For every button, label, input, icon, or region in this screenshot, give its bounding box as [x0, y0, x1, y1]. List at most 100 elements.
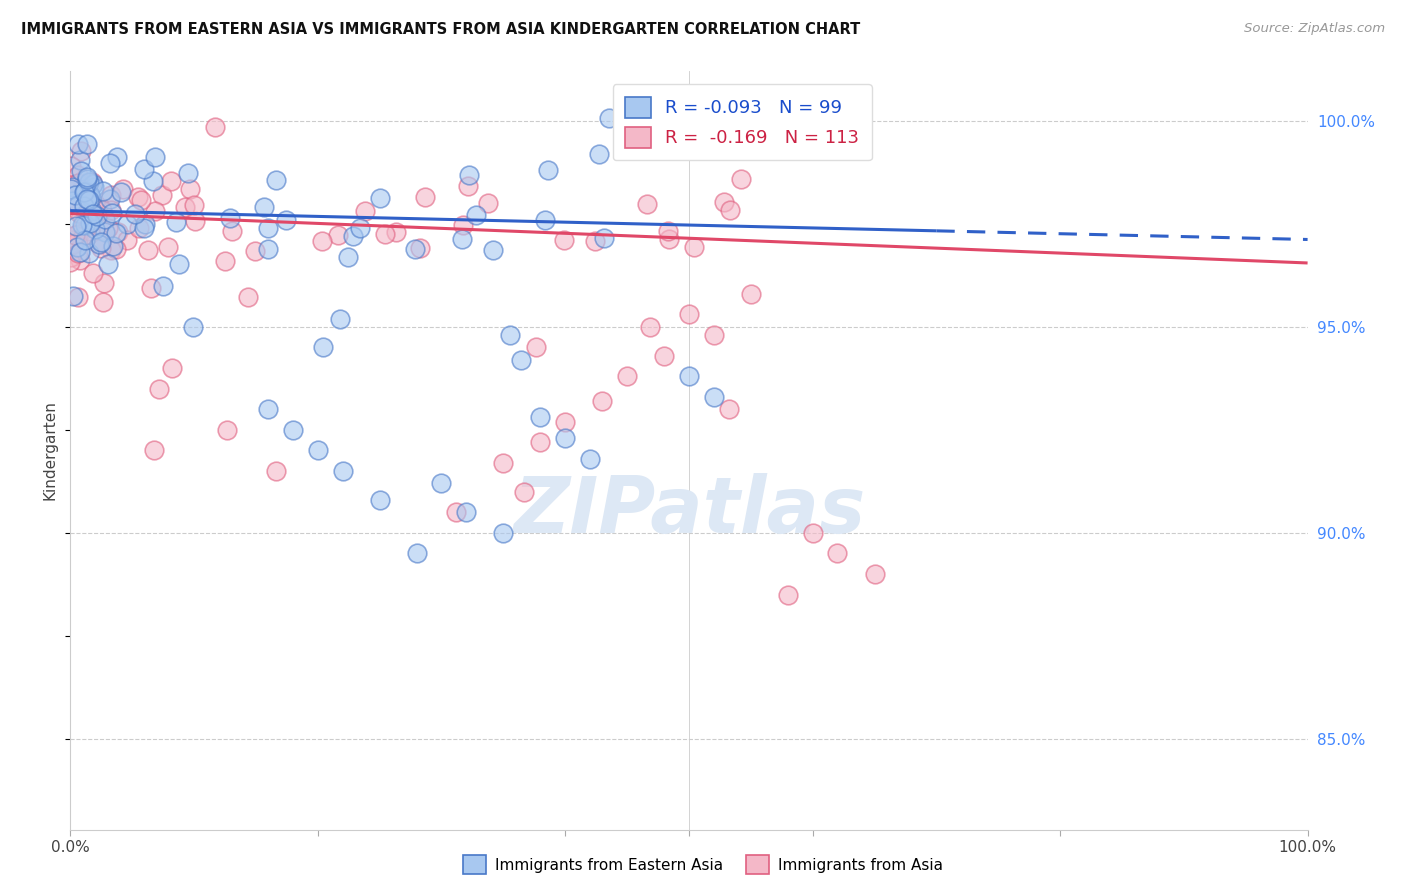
Point — [150, 188, 173, 202]
Point — [134, 162, 156, 177]
Point — [430, 476, 453, 491]
Point — [179, 182, 201, 196]
Point — [84, 198, 107, 212]
Point — [863, 567, 886, 582]
Point — [91, 294, 114, 309]
Point — [70, 182, 93, 196]
Point — [591, 394, 613, 409]
Point — [703, 328, 725, 343]
Point — [184, 214, 207, 228]
Point — [87, 220, 110, 235]
Text: ZIPatlas: ZIPatlas — [513, 473, 865, 549]
Point — [90, 201, 112, 215]
Text: IMMIGRANTS FROM EASTERN ASIA VS IMMIGRANTS FROM ASIA KINDERGARTEN CORRELATION CH: IMMIGRANTS FROM EASTERN ASIA VS IMMIGRAN… — [21, 22, 860, 37]
Point — [66, 137, 89, 152]
Point — [97, 221, 120, 235]
Point — [638, 319, 661, 334]
Point — [89, 237, 111, 252]
Point — [214, 254, 236, 268]
Point — [492, 525, 515, 540]
Point — [59, 255, 82, 269]
Point — [67, 205, 90, 219]
Point — [353, 203, 375, 218]
Point — [349, 221, 371, 235]
Point — [73, 185, 96, 199]
Point — [103, 239, 125, 253]
Y-axis label: Kindergarten: Kindergarten — [42, 401, 58, 500]
Point — [100, 187, 122, 202]
Point — [60, 233, 83, 247]
Point — [82, 207, 104, 221]
Point — [148, 382, 170, 396]
Point — [598, 111, 620, 125]
Point — [554, 431, 576, 445]
Point — [66, 176, 89, 190]
Point — [446, 505, 468, 519]
Point — [63, 187, 86, 202]
Point — [636, 197, 658, 211]
Point — [62, 236, 84, 251]
Point — [217, 423, 239, 437]
Point — [332, 464, 354, 478]
Point — [257, 242, 280, 256]
Point — [60, 159, 83, 173]
Point — [115, 218, 138, 232]
Legend: Immigrants from Eastern Asia, Immigrants from Asia: Immigrants from Eastern Asia, Immigrants… — [457, 849, 949, 880]
Point — [718, 202, 741, 217]
Point — [658, 232, 681, 246]
Point — [409, 241, 432, 255]
Point — [79, 193, 101, 207]
Point — [84, 235, 107, 250]
Point — [127, 190, 149, 204]
Point — [76, 171, 98, 186]
Point — [69, 144, 91, 158]
Point — [160, 361, 183, 376]
Point — [70, 218, 93, 232]
Point — [141, 281, 163, 295]
Point — [90, 203, 112, 218]
Point — [93, 184, 115, 198]
Point — [456, 505, 478, 519]
Point — [827, 546, 849, 560]
Point — [112, 181, 135, 195]
Point — [65, 219, 87, 233]
Point — [69, 163, 91, 178]
Point — [510, 352, 533, 367]
Point — [652, 349, 675, 363]
Point — [90, 241, 112, 255]
Point — [72, 180, 94, 194]
Point — [451, 219, 474, 233]
Point — [83, 180, 105, 194]
Point — [740, 286, 762, 301]
Point — [66, 237, 89, 252]
Point — [713, 195, 735, 210]
Point — [143, 203, 166, 218]
Point — [100, 243, 122, 257]
Point — [76, 137, 98, 152]
Point — [79, 216, 101, 230]
Point — [238, 290, 260, 304]
Point — [83, 222, 105, 236]
Point — [405, 546, 427, 560]
Point — [174, 200, 197, 214]
Point — [529, 410, 551, 425]
Point — [94, 225, 117, 239]
Point — [80, 191, 103, 205]
Point — [66, 196, 89, 211]
Point — [458, 168, 481, 182]
Point — [90, 235, 112, 250]
Point — [67, 198, 90, 212]
Point — [67, 290, 90, 304]
Point — [274, 212, 297, 227]
Point — [128, 221, 150, 235]
Point — [524, 341, 547, 355]
Point — [76, 191, 98, 205]
Point — [368, 492, 391, 507]
Point — [63, 228, 86, 243]
Point — [86, 209, 108, 223]
Point — [703, 390, 725, 404]
Point — [66, 240, 89, 254]
Point — [482, 243, 505, 257]
Point — [59, 195, 82, 210]
Point — [683, 240, 706, 254]
